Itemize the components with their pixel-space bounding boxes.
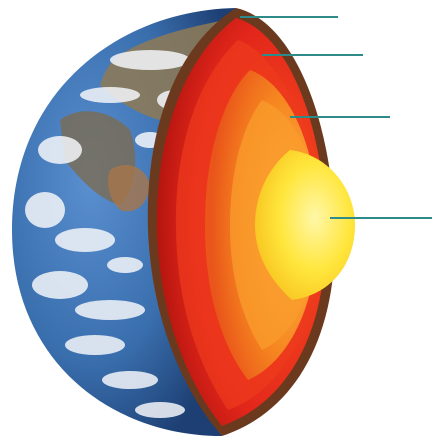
pointer-lines (240, 16, 432, 219)
landmass-desert (108, 165, 150, 212)
interior-layers (147, 8, 355, 436)
inner-core-layer (255, 150, 355, 300)
ocean-surface (12, 8, 236, 436)
globe-surface (12, 8, 236, 436)
